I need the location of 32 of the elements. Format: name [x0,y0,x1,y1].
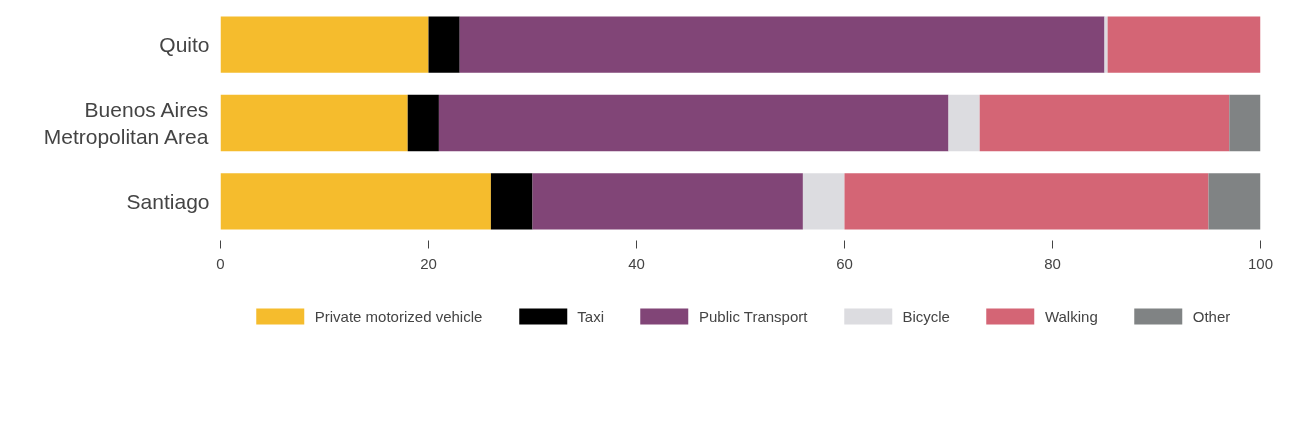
legend-label: Walking [1044,307,1098,325]
x-tick-label: 0 [216,254,225,272]
y-tick-label: Santiago [126,189,210,213]
legend-label: Taxi [577,307,605,325]
bar [532,173,803,230]
bar [948,94,980,152]
x-tick-label: 100 [1247,254,1274,272]
bar [802,173,845,230]
bar [220,94,408,152]
bar [1229,94,1261,152]
y-tick-label: Buenos Aires Metropolitan Area [43,97,209,149]
x-tick-label: 20 [420,254,437,272]
legend-label: Private motorized vehicle [314,307,483,325]
bar [1107,16,1261,73]
bar [220,173,491,230]
bar [428,16,460,73]
x-tick-label: 80 [1044,254,1061,272]
bar [459,16,1105,73]
bar [1104,16,1108,73]
legend-label: Other [1192,307,1231,325]
bar [220,16,429,73]
bar [979,94,1230,152]
bar [490,173,533,230]
bar [844,173,1209,230]
y-tick-label: Quito [159,33,210,57]
legend-label: Public Transport [699,307,808,325]
x-tick-label: 60 [836,254,853,272]
bar [407,94,439,152]
legend-label: Bicycle [902,307,950,325]
x-tick-label: 40 [628,254,645,272]
bar [1208,173,1261,230]
bar [438,94,949,152]
